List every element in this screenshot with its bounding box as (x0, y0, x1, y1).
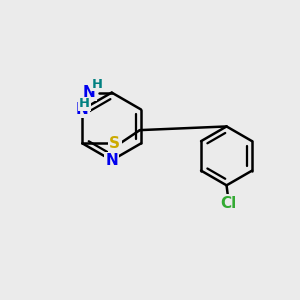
Text: H: H (92, 78, 103, 91)
Text: H: H (79, 97, 90, 110)
Text: Cl: Cl (220, 196, 236, 211)
Text: N: N (83, 85, 95, 100)
Text: N: N (76, 102, 89, 117)
Text: N: N (105, 153, 118, 168)
Text: S: S (109, 136, 120, 151)
